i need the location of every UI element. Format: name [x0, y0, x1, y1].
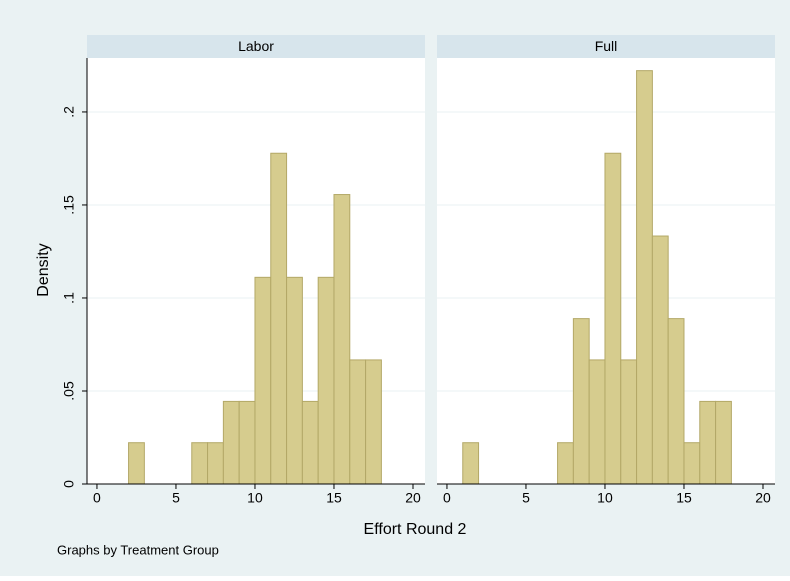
bar: [317, 276, 335, 485]
x-tick-label: 10: [597, 490, 613, 506]
bar: [588, 359, 606, 485]
y-tick-label: .15: [61, 195, 77, 215]
bar: [667, 318, 685, 485]
x-tick-label: 20: [405, 490, 421, 506]
bar: [286, 276, 303, 485]
x-axis-label: Effort Round 2: [364, 521, 467, 538]
x-tick-label: 20: [755, 490, 771, 506]
bar: [462, 442, 480, 485]
panel-title: Labor: [238, 38, 274, 54]
x-tick-label: 15: [676, 490, 692, 506]
x-tick-label: 10: [247, 490, 263, 506]
bar: [349, 359, 367, 485]
bar: [333, 194, 351, 485]
bar: [604, 152, 622, 485]
bar: [254, 276, 272, 485]
y-tick-label: .2: [61, 106, 77, 118]
bar: [270, 152, 288, 485]
bar: [636, 70, 653, 485]
bar: [683, 442, 701, 485]
bar: [572, 318, 590, 485]
bar: [651, 235, 669, 485]
panel-title: Full: [595, 38, 618, 54]
bar: [365, 359, 382, 485]
x-tick-label: 0: [93, 490, 101, 506]
bar: [128, 442, 145, 485]
bar: [222, 400, 240, 485]
bar: [715, 400, 732, 485]
y-tick-label: .05: [61, 381, 77, 401]
x-tick-label: 15: [326, 490, 342, 506]
x-tick-label: 0: [443, 490, 451, 506]
y-tick-label: 0: [61, 480, 77, 488]
bar: [557, 442, 574, 485]
bar: [238, 400, 256, 485]
y-axis-label: Density: [35, 243, 52, 296]
panel-strip: [87, 35, 425, 58]
bar: [699, 400, 717, 485]
x-tick-label: 5: [522, 490, 530, 506]
bar: [620, 359, 638, 485]
panel-strip: [437, 35, 775, 58]
bar: [191, 442, 209, 485]
bar: [207, 442, 224, 485]
x-tick-label: 5: [172, 490, 180, 506]
y-tick-label: .1: [61, 292, 77, 304]
note: Graphs by Treatment Group: [57, 542, 219, 557]
bar: [301, 400, 319, 485]
